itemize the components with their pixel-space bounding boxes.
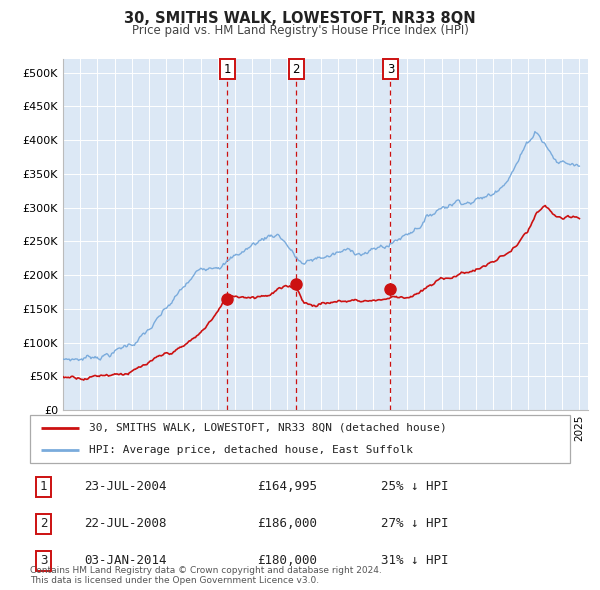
Text: 23-JUL-2004: 23-JUL-2004 bbox=[84, 480, 167, 493]
Text: HPI: Average price, detached house, East Suffolk: HPI: Average price, detached house, East… bbox=[89, 445, 413, 455]
Text: £180,000: £180,000 bbox=[257, 554, 317, 567]
Text: 22-JUL-2008: 22-JUL-2008 bbox=[84, 517, 167, 530]
Text: £186,000: £186,000 bbox=[257, 517, 317, 530]
Text: 31% ↓ HPI: 31% ↓ HPI bbox=[381, 554, 449, 567]
Text: Price paid vs. HM Land Registry's House Price Index (HPI): Price paid vs. HM Land Registry's House … bbox=[131, 24, 469, 37]
Text: 27% ↓ HPI: 27% ↓ HPI bbox=[381, 517, 449, 530]
Text: 30, SMITHS WALK, LOWESTOFT, NR33 8QN: 30, SMITHS WALK, LOWESTOFT, NR33 8QN bbox=[124, 11, 476, 25]
Text: 2: 2 bbox=[40, 517, 47, 530]
Text: 03-JAN-2014: 03-JAN-2014 bbox=[84, 554, 167, 567]
FancyBboxPatch shape bbox=[30, 415, 570, 463]
Text: 1: 1 bbox=[224, 63, 231, 76]
Text: 1: 1 bbox=[40, 480, 47, 493]
Text: £164,995: £164,995 bbox=[257, 480, 317, 493]
Text: Contains HM Land Registry data © Crown copyright and database right 2024.
This d: Contains HM Land Registry data © Crown c… bbox=[30, 566, 382, 585]
Text: 3: 3 bbox=[387, 63, 394, 76]
Text: 30, SMITHS WALK, LOWESTOFT, NR33 8QN (detached house): 30, SMITHS WALK, LOWESTOFT, NR33 8QN (de… bbox=[89, 423, 447, 433]
Text: 25% ↓ HPI: 25% ↓ HPI bbox=[381, 480, 449, 493]
Text: 3: 3 bbox=[40, 554, 47, 567]
Text: 2: 2 bbox=[292, 63, 300, 76]
